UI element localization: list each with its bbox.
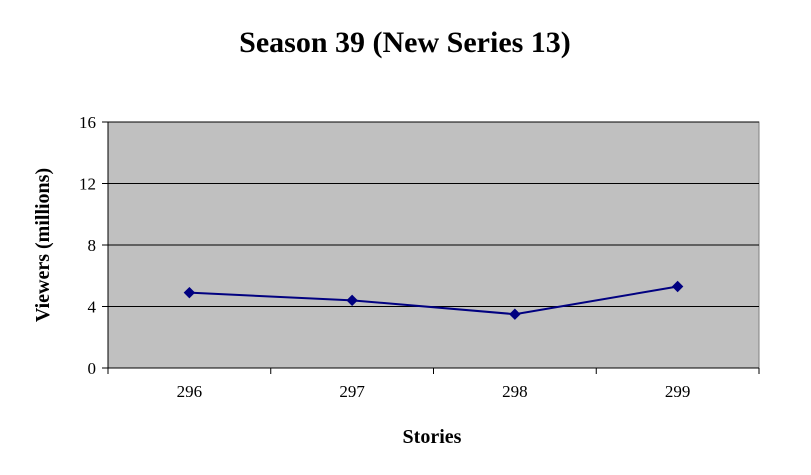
series-line bbox=[189, 285, 678, 316]
data-point-marker bbox=[346, 294, 358, 307]
x-tick-label: 297 bbox=[339, 382, 365, 401]
chart-title: Season 39 (New Series 13) bbox=[239, 26, 571, 59]
x-tick-label: 299 bbox=[665, 382, 691, 401]
y-tick-label: 16 bbox=[79, 113, 96, 132]
data-point-marker bbox=[509, 308, 521, 320]
y-axis-label: Viewers (millions) bbox=[32, 168, 54, 322]
y-tick-label: 12 bbox=[79, 175, 96, 194]
x-axis-label: Stories bbox=[403, 426, 462, 448]
data-point-marker bbox=[183, 286, 196, 299]
y-tick-label: 8 bbox=[88, 236, 97, 255]
x-tick-label: 296 bbox=[177, 382, 203, 401]
data-point-marker bbox=[671, 280, 684, 293]
y-tick-label: 4 bbox=[88, 298, 97, 317]
x-tick-label: 298 bbox=[502, 382, 528, 401]
y-tick-label: 0 bbox=[88, 359, 97, 378]
